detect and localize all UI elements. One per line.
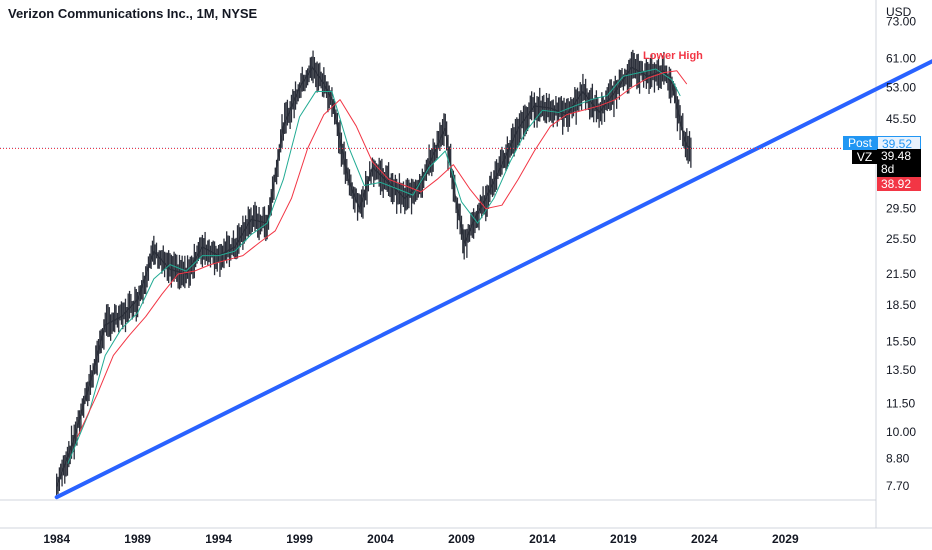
price-tick-label: 25.50	[886, 232, 916, 246]
price-bars	[56, 49, 692, 499]
time-tick-label: 1989	[124, 532, 151, 546]
chart-lines	[54, 59, 932, 500]
time-tick-label: 2019	[610, 532, 637, 546]
price-tick-label: 73.00	[886, 14, 916, 28]
time-tick-label: 1994	[205, 532, 232, 546]
price-tick-label: 7.70	[886, 479, 910, 493]
price-tick-label: 15.50	[886, 335, 916, 349]
symbol-label: VZ	[852, 150, 877, 164]
price-tick-label: 53.00	[886, 81, 916, 95]
post-market-label: Post	[843, 136, 877, 150]
price-tick-label: 61.00	[886, 52, 916, 66]
chart-frame	[0, 0, 932, 529]
price-close-line	[56, 66, 693, 487]
price-tick-label: 10.00	[886, 425, 916, 439]
time-tick-label: 2004	[367, 532, 394, 546]
price-tick-label: 21.50	[886, 267, 916, 281]
price-tick-label: 13.50	[886, 363, 916, 377]
price-tick-label: 8.80	[886, 452, 910, 466]
moving-average-fast-line	[67, 68, 681, 464]
time-axis[interactable]: 1984 1989 1994 1999 2004 2009 2014 2019 2024 2029	[43, 532, 799, 546]
price-axis[interactable]: 73.0061.0053.0045.5039.5033.5029.5025.50…	[886, 14, 916, 493]
lower-high-annotation: Lower High	[643, 50, 703, 62]
last-price-tag: 39.48 8d 23h	[877, 149, 921, 189]
time-tick-label: 1984	[43, 532, 70, 546]
price-tick-label: 11.50	[886, 396, 915, 410]
post-market-price-tag: 39.52	[877, 136, 921, 152]
time-tick-label: 2029	[772, 532, 799, 546]
price-tick-label: 45.50	[886, 112, 916, 126]
time-tick-label: 1999	[286, 532, 313, 546]
low-price-tag: 38.92	[877, 177, 921, 191]
support-trendline	[54, 59, 932, 500]
price-tick-label: 18.50	[886, 298, 916, 312]
moving-average-slow-line	[77, 70, 688, 437]
time-tick-label: 2024	[691, 532, 718, 546]
price-tick-label: 29.50	[886, 202, 916, 216]
currency-label: USD	[886, 5, 912, 19]
time-tick-label: 2014	[529, 532, 556, 546]
chart-title: Verizon Communications Inc., 1M, NYSE	[8, 6, 258, 21]
time-tick-label: 2009	[448, 532, 475, 546]
last-price-value: 39.48	[881, 149, 912, 163]
